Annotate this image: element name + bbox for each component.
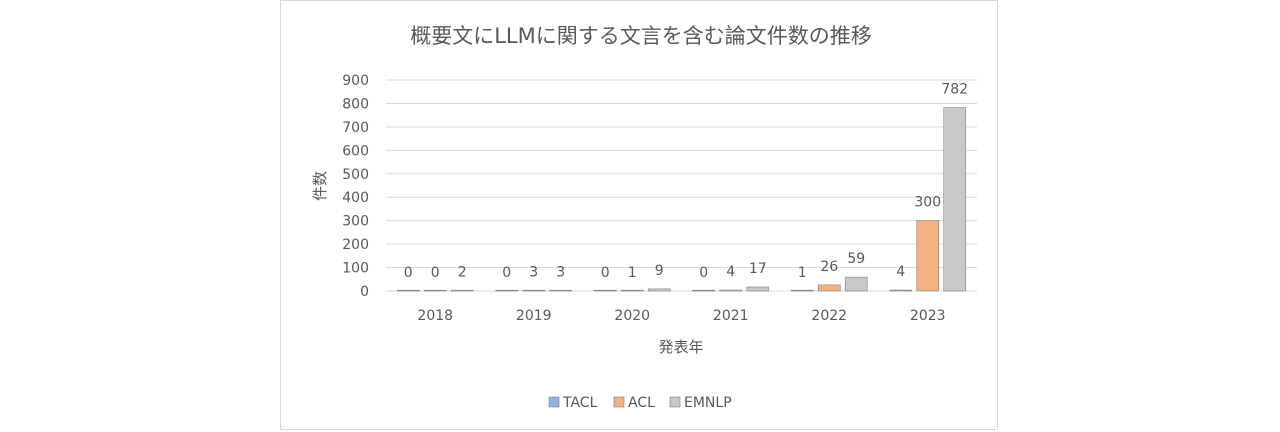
bar-acl xyxy=(620,289,644,292)
data-label: 3 xyxy=(556,264,565,280)
data-label: 782 xyxy=(941,82,968,98)
x-tick-label: 2023 xyxy=(910,308,946,324)
x-tick-label: 2018 xyxy=(417,308,453,324)
x-tick-label: 2022 xyxy=(811,308,847,324)
legend: TACL ACL EMNLP xyxy=(548,395,732,411)
bar-emnlp xyxy=(844,276,868,292)
bar-acl xyxy=(916,220,940,292)
data-label: 3 xyxy=(529,264,538,280)
bar-tacl xyxy=(889,289,913,292)
data-label: 300 xyxy=(914,195,941,211)
bars xyxy=(396,107,967,292)
bar-emnlp xyxy=(943,107,967,292)
x-tick-label: 2020 xyxy=(614,308,650,324)
bar-emnlp xyxy=(549,289,573,292)
x-axis-title: 発表年 xyxy=(658,338,703,356)
legend-swatch-tacl xyxy=(548,396,560,408)
y-tick-label: 100 xyxy=(342,261,369,277)
y-axis-title: 件数 xyxy=(311,171,329,201)
y-tick-label: 0 xyxy=(360,284,369,300)
legend-swatch-emnlp xyxy=(669,396,681,408)
data-label: 26 xyxy=(820,259,838,275)
y-tick-label: 200 xyxy=(342,237,369,253)
chart-frame xyxy=(280,0,998,430)
y-tick-label: 500 xyxy=(342,167,369,183)
data-label: 0 xyxy=(699,265,708,281)
gridlines xyxy=(386,79,977,292)
bar-tacl xyxy=(790,289,814,292)
bar-tacl xyxy=(495,289,519,292)
y-tick-label: 700 xyxy=(342,120,369,136)
y-tick-label: 900 xyxy=(342,73,369,89)
bar-emnlp xyxy=(746,286,770,292)
y-tick-label: 600 xyxy=(342,143,369,159)
bar-emnlp xyxy=(450,289,474,292)
bar-tacl xyxy=(593,289,617,292)
bar-tacl xyxy=(692,289,716,292)
data-label: 0 xyxy=(431,265,440,281)
x-tick-label: 2019 xyxy=(516,308,552,324)
y-tick-label: 800 xyxy=(342,96,369,112)
bar-acl xyxy=(817,284,841,292)
x-tick-label: 2021 xyxy=(713,308,749,324)
data-label: 1 xyxy=(628,265,637,281)
bar-emnlp xyxy=(647,288,671,292)
x-axis-ticks: 2018 2019 2020 2021 2022 2023 xyxy=(417,308,945,324)
legend-label-acl: ACL xyxy=(628,395,655,411)
legend-swatch-acl xyxy=(613,396,625,408)
bar-acl xyxy=(719,289,743,292)
data-label: 2 xyxy=(458,265,467,281)
bar-tacl xyxy=(396,289,420,292)
data-label: 4 xyxy=(726,264,735,280)
data-label: 1 xyxy=(798,265,807,281)
data-label: 17 xyxy=(749,261,767,277)
data-label: 0 xyxy=(601,265,610,281)
data-label: 9 xyxy=(655,263,664,279)
data-labels: 0 0 2 0 3 3 0 1 9 0 4 17 1 26 59 4 300 782 xyxy=(404,82,968,281)
data-label: 4 xyxy=(896,264,905,280)
y-tick-label: 400 xyxy=(342,190,369,206)
y-tick-label: 300 xyxy=(342,214,369,230)
bar-acl xyxy=(522,289,546,292)
data-label: 0 xyxy=(404,265,413,281)
data-label: 0 xyxy=(502,265,511,281)
bar-acl xyxy=(423,289,447,292)
y-axis-ticks: 0 100 200 300 400 500 600 700 800 900 xyxy=(342,73,369,300)
data-label: 59 xyxy=(847,251,865,267)
chart-title: 概要文にLLMに関する文言を含む論文件数の推移 xyxy=(410,24,872,48)
legend-label-emnlp: EMNLP xyxy=(684,395,732,411)
legend-label-tacl: TACL xyxy=(562,395,598,411)
